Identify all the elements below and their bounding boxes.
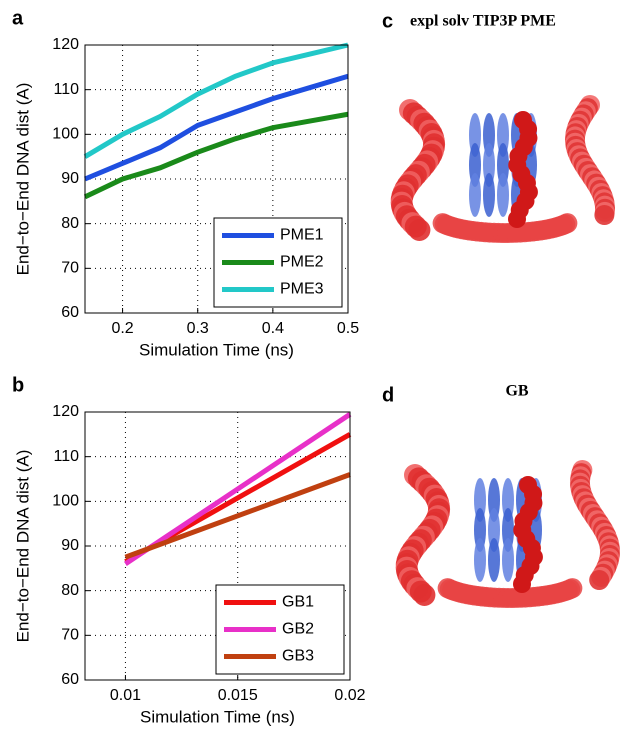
y-axis-label: End−to−End DNA dist (A) bbox=[13, 450, 32, 643]
plot-frame bbox=[84, 44, 349, 314]
y-tick-label: 100 bbox=[52, 126, 79, 143]
y-tick-label: 60 bbox=[61, 304, 79, 321]
x-tick-label: 0.3 bbox=[187, 320, 209, 337]
y-tick-label: 60 bbox=[61, 671, 79, 688]
dna bbox=[513, 575, 532, 593]
series-line bbox=[83, 42, 349, 159]
dna bbox=[408, 219, 431, 241]
protein bbox=[474, 538, 486, 582]
legend-label: PME2 bbox=[280, 254, 324, 271]
dna bbox=[557, 213, 578, 234]
dna bbox=[562, 578, 583, 599]
protein bbox=[469, 173, 481, 217]
x-axis-label: Simulation Time (ns) bbox=[140, 707, 295, 726]
protein bbox=[483, 173, 495, 217]
y-tick-label: 80 bbox=[61, 582, 79, 599]
x-tick-label: 0.01 bbox=[110, 687, 141, 704]
legend-label: PME3 bbox=[280, 281, 324, 298]
legend-label: PME1 bbox=[280, 227, 324, 244]
y-tick-label: 110 bbox=[53, 448, 79, 465]
x-tick-label: 0.02 bbox=[334, 687, 365, 704]
protein bbox=[497, 173, 509, 217]
y-tick-label: 120 bbox=[52, 36, 79, 53]
y-tick-label: 90 bbox=[61, 537, 79, 554]
y-tick-label: 120 bbox=[52, 403, 79, 420]
y-tick-label: 90 bbox=[61, 170, 79, 187]
dna bbox=[589, 570, 610, 590]
x-tick-label: 0.4 bbox=[262, 320, 284, 337]
legend-label: GB2 bbox=[282, 621, 314, 638]
legend-label: GB1 bbox=[282, 594, 314, 611]
panel-label: a bbox=[12, 7, 24, 29]
panel-label: b bbox=[12, 374, 24, 396]
y-tick-label: 70 bbox=[61, 260, 79, 277]
series-line bbox=[84, 73, 349, 182]
dna bbox=[413, 584, 436, 606]
dna bbox=[594, 205, 615, 225]
plot-frame bbox=[84, 411, 351, 681]
y-axis-label: End−to−End DNA dist (A) bbox=[13, 83, 32, 276]
series-line bbox=[124, 412, 352, 566]
y-tick-label: 110 bbox=[53, 81, 79, 98]
x-tick-label: 0.5 bbox=[337, 320, 359, 337]
x-axis-label: Simulation Time (ns) bbox=[139, 340, 294, 359]
series-line bbox=[83, 111, 349, 200]
protein bbox=[502, 538, 514, 582]
y-tick-label: 100 bbox=[52, 493, 79, 510]
dna bbox=[508, 210, 527, 228]
protein bbox=[488, 538, 500, 582]
panel-label: c bbox=[382, 10, 393, 32]
y-tick-label: 80 bbox=[61, 215, 79, 232]
molecule-images bbox=[390, 95, 620, 608]
y-tick-label: 70 bbox=[61, 627, 79, 644]
panel-label: d bbox=[382, 384, 394, 406]
panel-title: GB bbox=[505, 383, 528, 400]
series-line bbox=[124, 472, 351, 560]
x-tick-label: 0.2 bbox=[111, 320, 133, 337]
panel-title: expl solv TIP3P PME bbox=[410, 13, 556, 30]
legend-label: GB3 bbox=[282, 648, 314, 665]
x-tick-label: 0.015 bbox=[218, 687, 258, 704]
